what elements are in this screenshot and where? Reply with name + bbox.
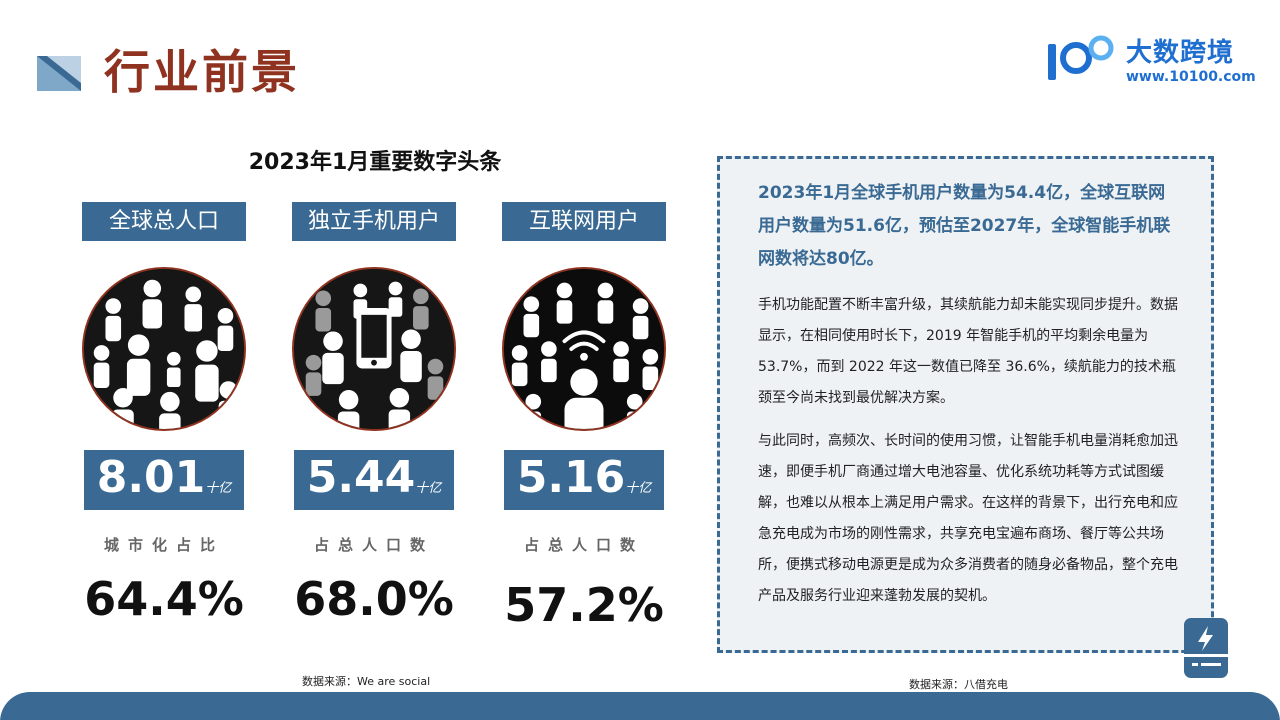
stat-value-unit: 十亿 (625, 481, 652, 496)
stat-sub-label: 城市化占比 (103, 536, 224, 554)
stat-value-number: 5.44 (306, 452, 416, 503)
stat-value: 5.16十亿 (504, 450, 664, 510)
stat-column-population: 全球总人口 8.01十亿 城市化占比 64.4% (82, 202, 246, 626)
section-heading: 2023年1月重要数字头条 (248, 150, 502, 175)
panel-lead: 2023年1月全球手机用户数量为54.4亿，全球互联网用户数量为51.6亿，预估… (758, 183, 1171, 269)
logo-text: 大数跨境 (1126, 38, 1235, 68)
logo-mark-icon (1048, 35, 1114, 80)
crowd-wifi-icon (502, 267, 666, 431)
logo-url[interactable]: www.10100.com (1126, 69, 1256, 85)
crowd-people-icon (82, 267, 246, 431)
brand-logo[interactable]: 大数跨境 www.10100.com (1046, 32, 1256, 90)
stat-sub-label: 占总人口数 (313, 536, 434, 554)
title-mark-icon (37, 56, 81, 91)
stat-label: 互联网用户 (502, 202, 666, 241)
stat-value-unit: 十亿 (205, 481, 232, 496)
stat-value-number: 5.16 (516, 452, 626, 503)
stat-sub-label: 占总人口数 (523, 536, 644, 554)
source-note-left: 数据来源：We are social (302, 675, 431, 688)
stat-value: 8.01十亿 (84, 450, 244, 510)
crowd-smartphone-icon (292, 267, 456, 431)
stat-percent: 57.2% (504, 578, 664, 632)
source-note-right: 数据来源：八借充电 (909, 678, 1008, 691)
stat-value-number: 8.01 (96, 452, 206, 503)
stat-value-unit: 十亿 (415, 481, 442, 496)
info-panel: 2023年1月全球手机用户数量为54.4亿，全球互联网用户数量为51.6亿，预估… (717, 156, 1214, 653)
panel-paragraph: 手机功能配置不断丰富升级，其续航能力却未能实现同步提升。数据显示，在相同使用时长… (758, 297, 1178, 406)
footer-bar (0, 692, 1280, 720)
power-bank-icon (1184, 618, 1228, 678)
stat-column-internet-users: 互联网用户 5.16十亿 (502, 202, 666, 632)
stat-label: 独立手机用户 (292, 202, 456, 241)
stat-column-mobile-users: 独立手机用户 5.44十亿 占总人口数 68 (292, 202, 456, 626)
stat-percent: 64.4% (84, 572, 244, 626)
page-title: 行业前景 (104, 45, 300, 99)
stat-percent: 68.0% (294, 572, 454, 626)
stat-label: 全球总人口 (82, 202, 246, 241)
panel-paragraph: 与此同时，高频次、长时间的使用习惯，让智能手机电量消耗愈加迅速，即便手机厂商通过… (758, 433, 1178, 604)
stat-value: 5.44十亿 (294, 450, 454, 510)
